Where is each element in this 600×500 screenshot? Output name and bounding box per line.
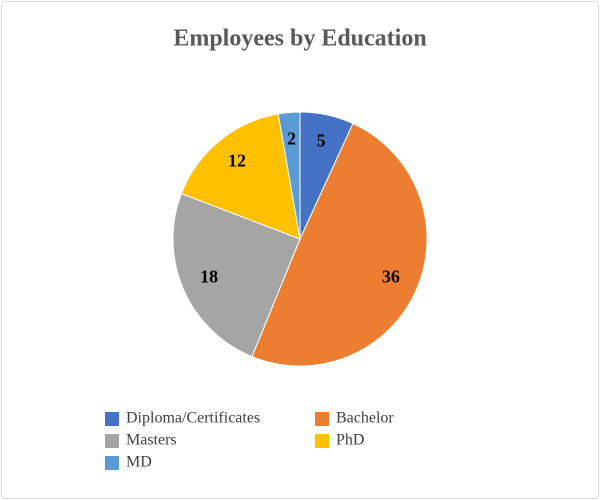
chart-title: Employees by Education [173, 26, 426, 52]
data-label: 36 [382, 267, 400, 287]
legend-swatch [105, 456, 119, 470]
legend-swatch [105, 412, 119, 426]
legend-swatch [105, 434, 119, 448]
data-label: 12 [228, 151, 246, 171]
legend-swatch [315, 412, 329, 426]
legend-swatch [315, 434, 329, 448]
data-label: 18 [200, 267, 218, 287]
pie-slice [172, 192, 301, 358]
legend-label: PhD [336, 432, 364, 449]
legend-label: Diploma/Certificates [126, 410, 260, 427]
pie-slice [251, 122, 428, 367]
data-label: 5 [317, 130, 326, 150]
legend-label: Bachelor [336, 410, 394, 427]
legend-label: Masters [126, 432, 177, 449]
data-label: 2 [287, 128, 296, 148]
legend-label: MD [126, 454, 152, 471]
pie-slice [277, 111, 301, 240]
pie-slice [180, 113, 301, 240]
